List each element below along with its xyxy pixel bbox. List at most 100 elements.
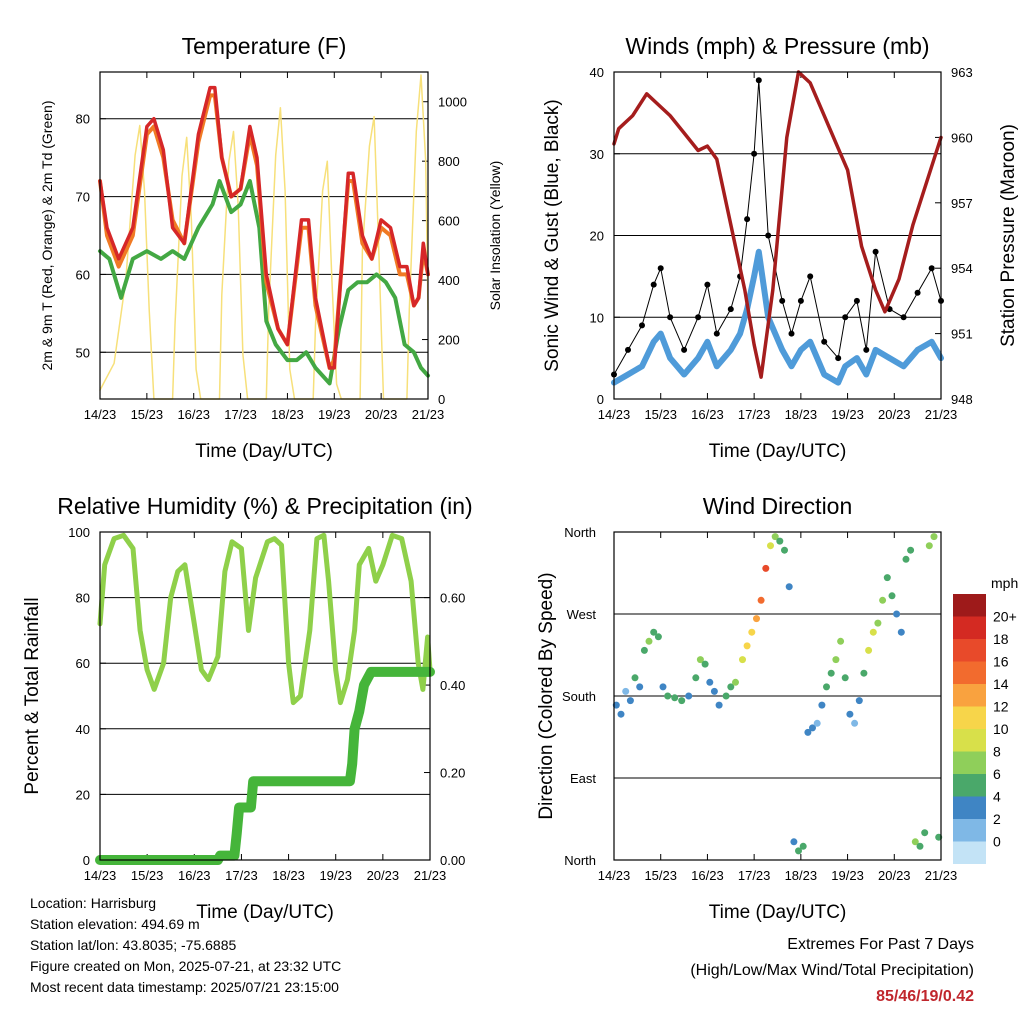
direction-point	[617, 710, 625, 718]
y-axis-label-right: Station Pressure (Maroon)	[998, 124, 1019, 347]
direction-point	[804, 728, 812, 736]
y-tick-label: West	[567, 607, 597, 622]
legend-swatch	[953, 639, 986, 662]
direction-point	[916, 842, 924, 850]
y-tick-label-right: 800	[438, 154, 460, 169]
x-tick-label: 14/23	[598, 868, 631, 883]
direction-point	[841, 674, 849, 682]
legend-swatch	[953, 729, 986, 752]
series-dewpoint-line	[98, 179, 430, 386]
direction-point	[813, 719, 821, 727]
direction-point	[781, 546, 788, 554]
y-tick-label: 40	[76, 722, 90, 737]
y-tick-label: 20	[590, 229, 604, 244]
info-latlon: Station lat/lon: 43.8035; -75.6885	[30, 937, 237, 953]
y-tick-label: 80	[76, 591, 90, 606]
direction-point	[902, 555, 910, 563]
y-tick-label: 80	[76, 112, 90, 127]
y-tick-label-right: 0.20	[440, 766, 465, 781]
chart-title: Relative Humidity (%) & Precipitation (i…	[57, 493, 472, 519]
legend-swatch	[953, 796, 986, 819]
direction-point	[631, 674, 639, 682]
x-tick-label: 15/23	[644, 868, 677, 883]
direction-point	[790, 838, 798, 846]
x-tick-label: 17/23	[738, 868, 771, 883]
x-tick-label: 20/23	[365, 407, 398, 422]
winds-pressure-panel: Winds (mph) & Pressure (mb) Time (Day/UTC…	[542, 33, 1019, 462]
y-axis-label: 2m & 9m T (Red, Orange) & 2m Td (Green)	[39, 101, 55, 371]
direction-point	[659, 683, 667, 691]
direction-point	[650, 628, 658, 636]
x-tick-label: 16/23	[177, 407, 210, 422]
direction-point	[671, 694, 679, 702]
x-axis-label: Time (Day/UTC)	[709, 902, 847, 923]
direction-point	[743, 642, 751, 650]
direction-point	[748, 628, 756, 636]
direction-point	[869, 628, 877, 636]
x-tick-label: 14/23	[84, 868, 117, 883]
y-tick-label: East	[570, 771, 596, 786]
y-tick-label: 70	[76, 190, 90, 205]
legend-swatch	[953, 616, 986, 639]
legend-swatch	[953, 774, 986, 797]
direction-point	[879, 596, 887, 604]
x-tick-label: 19/23	[318, 407, 351, 422]
x-axis-label: Time (Day/UTC)	[196, 902, 334, 923]
direction-point	[757, 596, 765, 604]
direction-point	[907, 546, 915, 554]
legend-swatch	[953, 751, 986, 774]
x-tick-label: 17/23	[738, 407, 771, 422]
extremes-subheading: (High/Low/Max Wind/Total Precipitation)	[690, 962, 974, 979]
y-axis-label: Percent & Total Rainfall	[22, 597, 43, 794]
direction-point	[827, 669, 835, 677]
series-pressure-line	[612, 70, 943, 379]
x-tick-label: 19/23	[831, 407, 864, 422]
direction-point	[767, 542, 774, 550]
chart-title: Winds (mph) & Pressure (mb)	[625, 33, 929, 59]
direction-point	[762, 564, 770, 572]
x-tick-label: 18/23	[785, 868, 818, 883]
direction-point	[696, 656, 704, 664]
legend-label: 2	[993, 811, 1001, 827]
x-tick-label: 16/23	[178, 868, 211, 883]
direction-point	[818, 701, 826, 709]
legend-label: 10	[993, 721, 1009, 737]
legend-unit: mph	[991, 575, 1018, 591]
x-tick-label: 21/23	[414, 868, 447, 883]
legend-label: 20+	[993, 609, 1017, 625]
legend-label: 8	[993, 744, 1001, 760]
direction-point	[640, 646, 648, 654]
direction-point	[645, 637, 653, 645]
x-tick-label: 20/23	[878, 868, 911, 883]
temperature-panel: Temperature (F) Time (Day/UTC) 2m & 9m T (…	[39, 33, 503, 462]
y-axis-label-right: Solar Insolation (Yellow)	[487, 161, 503, 311]
station-info: Location: Harrisburg Station elevation: …	[30, 893, 341, 998]
series-2m-temp-line	[98, 85, 430, 370]
x-axis-label: Time (Day/UTC)	[709, 441, 847, 462]
y-tick-label: 60	[76, 656, 90, 671]
direction-point	[823, 683, 830, 691]
info-location: Location: Harrisburg	[30, 895, 157, 911]
legend-swatch	[953, 819, 986, 842]
y-tick-label-right: 0.40	[440, 678, 465, 693]
direction-point	[930, 533, 938, 541]
speed-color-legend: mph 20+ 18 16 14 12 10 8 6 4 2 0	[953, 575, 1018, 864]
y-tick-label: 0	[83, 853, 90, 868]
y-tick-label: North	[564, 525, 596, 540]
legend-label: 12	[993, 699, 1009, 715]
legend-label: 16	[993, 654, 1009, 670]
legend-swatch	[953, 841, 986, 864]
legend-label: 6	[993, 766, 1001, 782]
legend-label: 4	[993, 789, 1001, 805]
x-tick-label: 19/23	[831, 868, 864, 883]
y-axis-label: Direction (Colored By Speed)	[536, 572, 557, 819]
x-tick-label: 21/23	[412, 407, 445, 422]
direction-point	[710, 687, 718, 695]
direction-point	[888, 592, 896, 600]
info-created: Figure created on Mon, 2025-07-21, at 23…	[30, 958, 342, 974]
x-tick-label: 21/23	[925, 407, 958, 422]
direction-point	[715, 701, 723, 709]
x-tick-label: 20/23	[367, 868, 400, 883]
extremes-values: 85/46/19/0.42	[876, 988, 974, 1005]
